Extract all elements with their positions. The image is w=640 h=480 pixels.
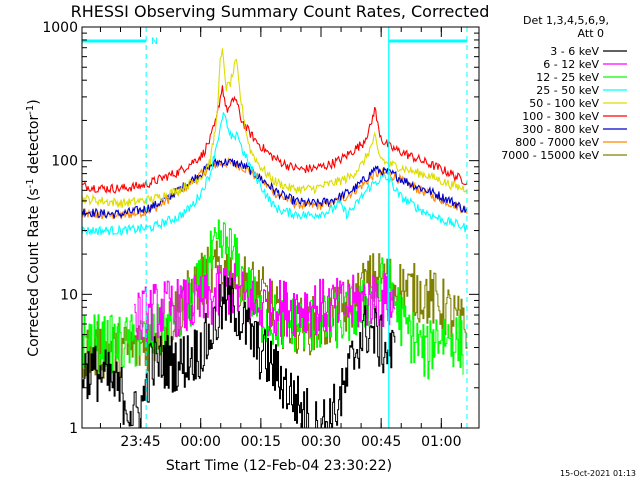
y-axis-label-part: Corrected Count Rate (s — [26, 188, 42, 356]
series-line-6 — [81, 157, 468, 220]
series-line-4 — [81, 48, 468, 208]
plot-area: N — [81, 27, 468, 429]
y-tick-label: 1 — [69, 421, 78, 437]
legend-label: 3 - 6 keV — [550, 45, 599, 58]
axes: 1 10 100 1000 23:45 00:00 00:15 00:30 00:45 01:00 — [42, 20, 480, 450]
y-axis-label-part: ) — [26, 99, 42, 104]
legend-label: 25 - 50 keV — [536, 84, 599, 97]
series-line-5 — [81, 85, 468, 194]
legend-header-line: Att 0 — [578, 27, 604, 40]
x-tick-label: 00:15 — [241, 434, 281, 450]
y-axis-label-superscript: -1 — [25, 178, 36, 188]
legend-label: 300 - 800 keV — [522, 123, 599, 136]
y-tick-label: 1000 — [42, 20, 78, 36]
x-tick-label: 00:30 — [301, 434, 341, 450]
chart-title: RHESSI Observing Summary Count Rates, Co… — [71, 2, 490, 21]
series-line-0 — [82, 275, 396, 429]
y-axis-label: Corrected Count Rate (s-1 detector-1) — [25, 99, 42, 356]
legend-label: 100 - 300 keV — [522, 110, 599, 123]
footer-timestamp: 15-Oct-2021 01:13 — [560, 469, 636, 478]
legend-label: 50 - 100 keV — [529, 97, 599, 110]
legend-header-line: Det 1,3,4,5,6,9, — [523, 14, 609, 27]
series-line-1 — [134, 263, 396, 344]
x-axis-label: Start Time (12-Feb-04 23:30:22) — [166, 458, 392, 474]
y-axis-label-part: detector — [26, 115, 42, 179]
x-tick-label: 00:00 — [181, 434, 221, 450]
y-axis-label-superscript: -1 — [25, 105, 36, 115]
x-tick-label: 01:00 — [421, 434, 461, 450]
y-tick-label: 10 — [60, 287, 78, 303]
series-line-2 — [82, 219, 464, 380]
legend-label: 12 - 25 keV — [536, 71, 599, 84]
night-marker: N — [151, 37, 158, 47]
x-tick-label: 00:45 — [361, 434, 401, 450]
x-tick-label: 23:45 — [120, 434, 160, 450]
legend-label: 7000 - 15000 keV — [501, 149, 599, 162]
series-line-7 — [81, 157, 468, 220]
y-tick-label: 100 — [51, 154, 78, 170]
series-line-3 — [81, 112, 468, 237]
legend-label: 800 - 7000 keV — [515, 136, 599, 149]
legend-label: 6 - 12 keV — [543, 58, 599, 71]
